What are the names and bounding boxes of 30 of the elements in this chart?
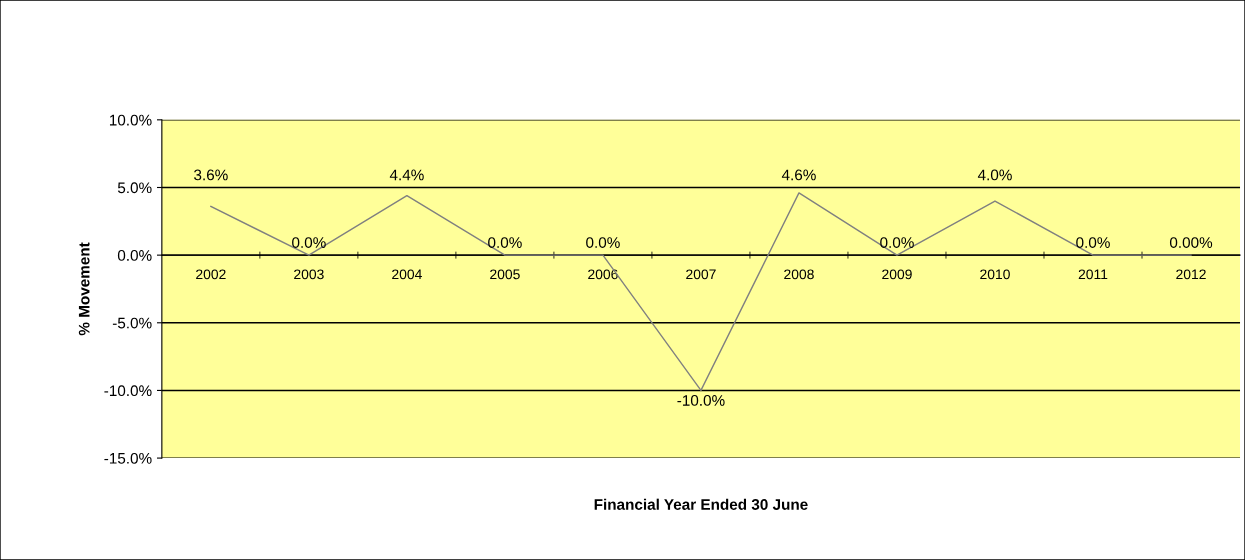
x-tick-label: 2012 bbox=[1176, 269, 1206, 280]
data-label: 0.00% bbox=[1169, 237, 1213, 248]
data-label: 0.0% bbox=[880, 237, 914, 248]
x-tick-label: 2008 bbox=[784, 269, 814, 280]
data-label: 0.0% bbox=[292, 237, 326, 248]
data-label: 4.4% bbox=[389, 169, 424, 181]
y-tick-label: -15.0% bbox=[104, 452, 152, 464]
y-tick-label: -5.0% bbox=[112, 317, 152, 329]
x-axis-title: Financial Year Ended 30 June bbox=[594, 498, 808, 510]
data-label: 4.0% bbox=[977, 169, 1012, 181]
data-label: 4.6% bbox=[781, 169, 816, 181]
x-tick-label: 2009 bbox=[882, 269, 912, 280]
x-tick-label: 2011 bbox=[1078, 269, 1108, 280]
y-tick-label: 10.0% bbox=[109, 114, 152, 126]
y-tick-label: -10.0% bbox=[104, 385, 152, 397]
data-label: 0.0% bbox=[488, 237, 522, 248]
x-tick-label: 2003 bbox=[294, 269, 324, 280]
x-tick-label: 2002 bbox=[196, 269, 226, 280]
x-tick-label: 2007 bbox=[686, 269, 716, 280]
data-label: 0.0% bbox=[586, 237, 620, 248]
x-tick-label: 2010 bbox=[980, 269, 1010, 280]
x-tick-label: 2006 bbox=[588, 269, 618, 280]
y-tick-label: 0.0% bbox=[117, 250, 152, 261]
y-axis-title: % Movement bbox=[78, 242, 90, 336]
x-tick-label: 2005 bbox=[490, 269, 520, 280]
x-tick-label: 2004 bbox=[392, 269, 422, 280]
data-label: 3.6% bbox=[194, 169, 228, 181]
data-label: -10.0% bbox=[677, 395, 725, 406]
data-label: 0.0% bbox=[1076, 237, 1110, 248]
y-tick-label: 5.0% bbox=[117, 182, 152, 194]
